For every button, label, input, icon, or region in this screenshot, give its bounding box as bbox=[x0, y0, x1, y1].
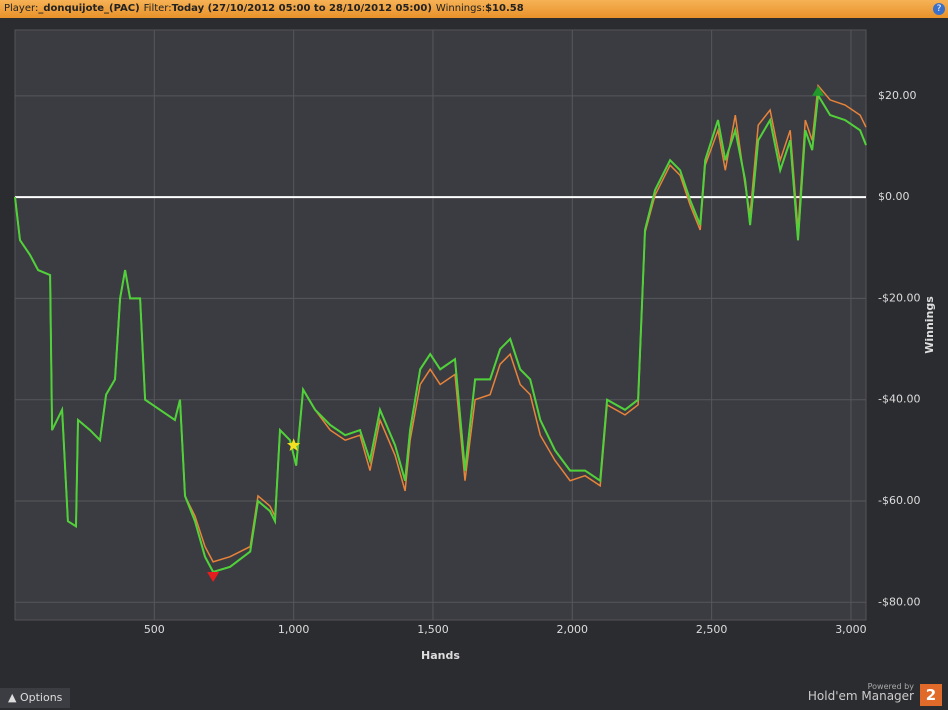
filter: Today (27/10/2012 05:00 to 28/10/2012 05… bbox=[171, 3, 432, 14]
marker bbox=[286, 438, 301, 451]
x-tick-label: 3,000 bbox=[835, 623, 867, 636]
x-axis-label: Hands bbox=[421, 649, 460, 662]
powered-by: Powered by bbox=[867, 682, 914, 691]
x-tick-label: 500 bbox=[144, 623, 165, 636]
plot-area bbox=[14, 29, 867, 621]
x-tick-label: 1,500 bbox=[417, 623, 449, 636]
winnings: $10.58 bbox=[485, 3, 524, 14]
marker bbox=[812, 85, 825, 96]
brand-logo: 2 bbox=[920, 684, 942, 706]
y-tick-label: -$60.00 bbox=[878, 494, 920, 507]
footer: ▲ Options Powered by Hold'em Manager 2 bbox=[0, 682, 948, 710]
player: _donquijote_(PAC) bbox=[38, 3, 140, 14]
brand: Hold'em Manager bbox=[807, 689, 914, 703]
chart: -$80.00 -$60.00 -$40.00 -$20.00 $0.00 $20.00 5… bbox=[14, 29, 936, 662]
label: Winnings: bbox=[435, 3, 486, 14]
series-line bbox=[14, 92, 867, 574]
y-tick-label: -$80.00 bbox=[878, 595, 920, 608]
help-icon[interactable]: ? bbox=[933, 3, 945, 15]
y-tick-label: $20.00 bbox=[878, 89, 917, 102]
y-tick-label: -$20.00 bbox=[878, 291, 920, 304]
label: Player: bbox=[4, 3, 39, 14]
header-bar: Player:_donquijote_(PAC) Filter:Today (27… bbox=[0, 0, 948, 18]
marker bbox=[207, 571, 220, 582]
options-label: Options bbox=[19, 691, 63, 704]
y-axis-label: Winnings bbox=[923, 296, 936, 354]
x-tick-label: 2,000 bbox=[557, 623, 589, 636]
y-tick-label: -$40.00 bbox=[878, 393, 920, 406]
label: Filter: bbox=[143, 3, 172, 14]
y-tick-label: $0.00 bbox=[878, 190, 910, 203]
options-button[interactable]: ▲ Options bbox=[0, 688, 70, 708]
x-tick-label: 1,000 bbox=[278, 623, 310, 636]
x-tick-label: 2,500 bbox=[696, 623, 728, 636]
